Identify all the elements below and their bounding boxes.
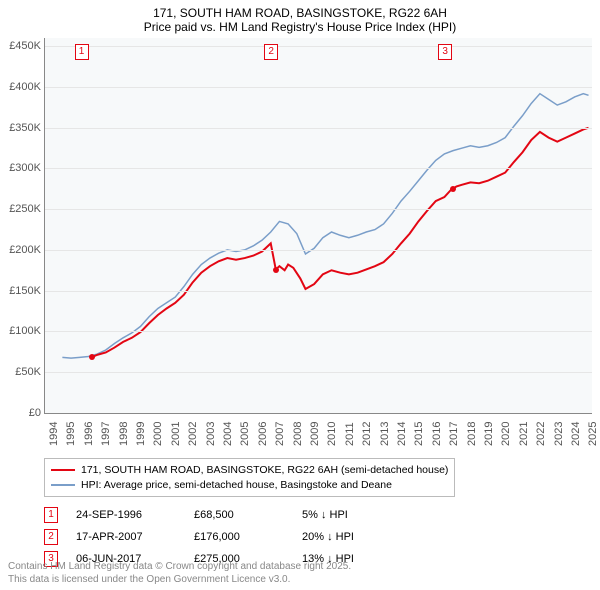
footer-attribution: Contains HM Land Registry data © Crown c… [8, 560, 592, 586]
legend-swatch-price [51, 469, 75, 471]
x-axis-labels: 1994 1995 1996 1997 1998 1999 2000 2001 2002 2003… [44, 414, 592, 452]
footer-line2: This data is licensed under the Open Gov… [8, 573, 592, 586]
x-tick-label: 1997 [100, 422, 112, 446]
x-tick-label: 1994 [48, 422, 60, 446]
x-tick-label: 2013 [379, 422, 391, 446]
legend-label-hpi: HPI: Average price, semi-detached house,… [81, 478, 392, 493]
sale-marker-box: 2 [264, 44, 278, 60]
y-tick-label: £100K [1, 325, 41, 337]
chart-lines [45, 38, 592, 413]
y-tick-label: £150K [1, 285, 41, 297]
sales-diff: 20% ↓ HPI [302, 531, 402, 543]
x-tick-label: 2019 [483, 422, 495, 446]
sale-marker-dot [450, 186, 456, 192]
x-tick-label: 2018 [466, 422, 478, 446]
x-tick-label: 2024 [570, 422, 582, 446]
y-tick-label: £350K [1, 122, 41, 134]
sales-row: 2 17-APR-2007 £176,000 20% ↓ HPI [44, 529, 588, 545]
x-tick-label: 2020 [500, 422, 512, 446]
sales-diff: 5% ↓ HPI [302, 509, 402, 521]
chart-plot-area: £0£50K£100K£150K£200K£250K£300K£350K£400… [44, 38, 592, 414]
x-tick-label: 2014 [396, 422, 408, 446]
chart-series-line [92, 128, 588, 357]
x-tick-label: 2006 [257, 422, 269, 446]
sale-marker-dot [273, 267, 279, 273]
sale-marker-box: 1 [75, 44, 89, 60]
y-tick-label: £50K [1, 366, 41, 378]
chart-title-line1: 171, SOUTH HAM ROAD, BASINGSTOKE, RG22 6… [0, 0, 600, 20]
legend-swatch-hpi [51, 484, 75, 486]
sale-marker-dot [89, 354, 95, 360]
chart-series-line [62, 94, 588, 358]
legend-label-price: 171, SOUTH HAM ROAD, BASINGSTOKE, RG22 6… [81, 463, 448, 478]
x-tick-label: 2012 [361, 422, 373, 446]
sales-price: £68,500 [194, 509, 284, 521]
x-tick-label: 2015 [413, 422, 425, 446]
y-tick-label: £300K [1, 162, 41, 174]
x-tick-label: 2000 [152, 422, 164, 446]
x-tick-label: 2017 [448, 422, 460, 446]
sales-marker: 2 [44, 529, 58, 545]
legend-row-hpi: HPI: Average price, semi-detached house,… [51, 478, 448, 493]
x-tick-label: 2010 [326, 422, 338, 446]
x-tick-label: 2023 [553, 422, 565, 446]
x-tick-label: 1998 [118, 422, 130, 446]
y-tick-label: £200K [1, 244, 41, 256]
y-tick-label: £450K [1, 40, 41, 52]
x-tick-label: 2002 [187, 422, 199, 446]
sales-marker: 1 [44, 507, 58, 523]
footer-line1: Contains HM Land Registry data © Crown c… [8, 560, 592, 573]
x-tick-label: 2003 [205, 422, 217, 446]
sales-price: £176,000 [194, 531, 284, 543]
x-tick-label: 2011 [344, 422, 356, 446]
sales-date: 24-SEP-1996 [76, 509, 176, 521]
x-tick-label: 1995 [65, 422, 77, 446]
sales-table: 1 24-SEP-1996 £68,500 5% ↓ HPI 2 17-APR-… [44, 507, 588, 567]
legend-row-price: 171, SOUTH HAM ROAD, BASINGSTOKE, RG22 6… [51, 463, 448, 478]
sales-row: 1 24-SEP-1996 £68,500 5% ↓ HPI [44, 507, 588, 523]
y-tick-label: £250K [1, 203, 41, 215]
x-tick-label: 2016 [431, 422, 443, 446]
x-tick-label: 2008 [292, 422, 304, 446]
x-tick-label: 2022 [535, 422, 547, 446]
chart-legend: 171, SOUTH HAM ROAD, BASINGSTOKE, RG22 6… [44, 458, 455, 497]
x-tick-label: 1996 [83, 422, 95, 446]
x-tick-label: 2021 [518, 422, 530, 446]
x-tick-label: 2007 [274, 422, 286, 446]
x-tick-label: 2009 [309, 422, 321, 446]
x-tick-label: 2004 [222, 422, 234, 446]
x-tick-label: 2025 [587, 422, 599, 446]
y-tick-label: £0 [1, 407, 41, 419]
x-tick-label: 1999 [135, 422, 147, 446]
y-tick-label: £400K [1, 81, 41, 93]
x-tick-label: 2001 [170, 422, 182, 446]
x-tick-label: 2005 [239, 422, 251, 446]
sales-date: 17-APR-2007 [76, 531, 176, 543]
chart-title-line2: Price paid vs. HM Land Registry's House … [0, 20, 600, 34]
sale-marker-box: 3 [438, 44, 452, 60]
